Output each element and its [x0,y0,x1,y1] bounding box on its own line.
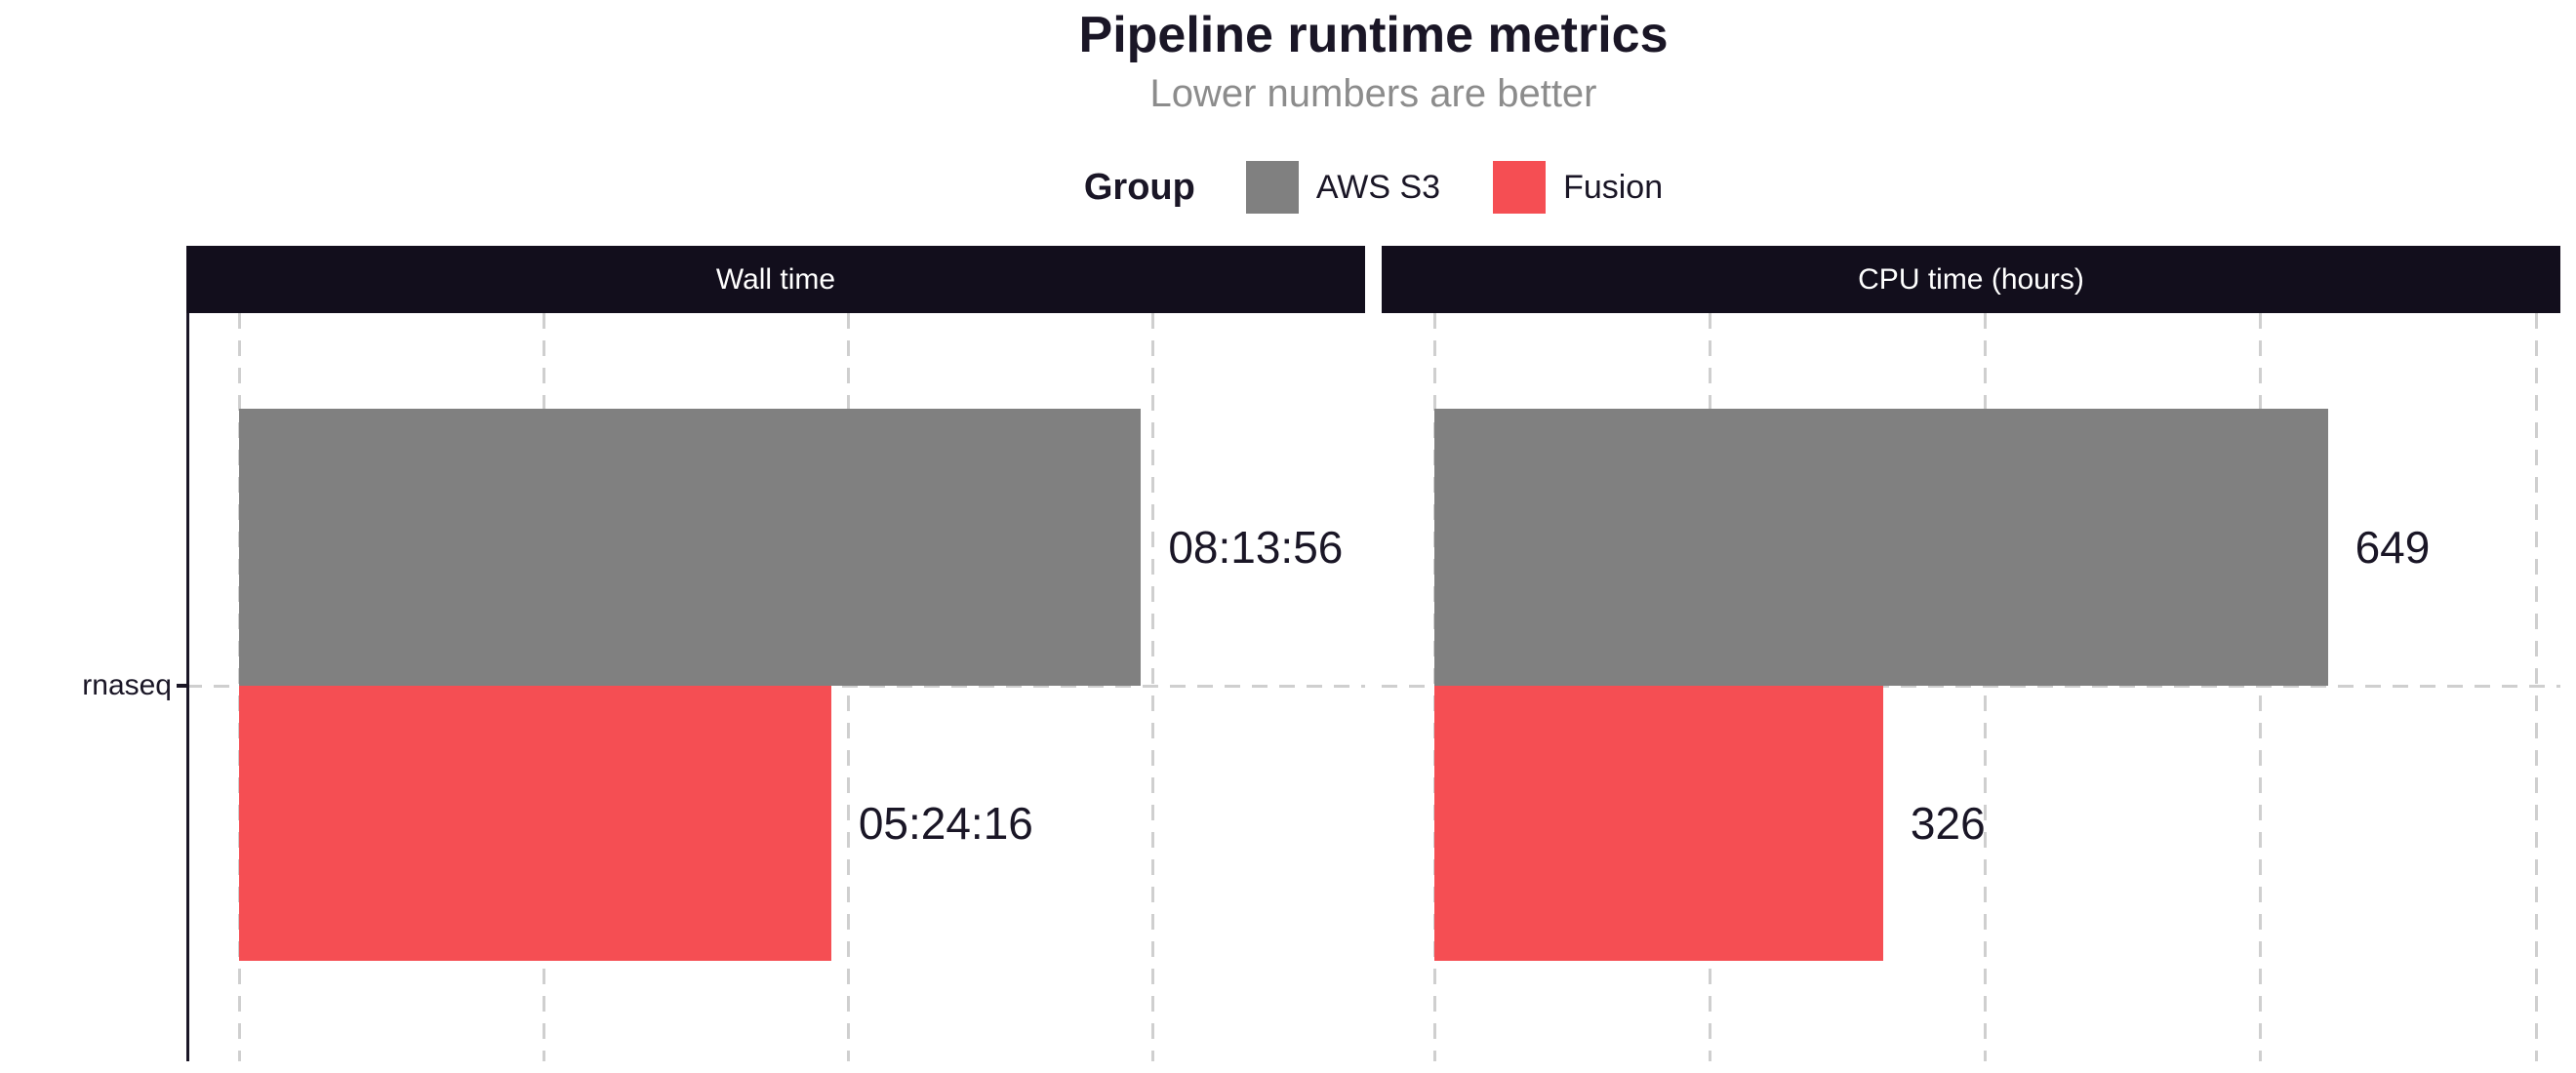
legend-item-aws-s3: AWS S3 [1245,161,1441,214]
y-axis-tick [177,684,186,688]
legend-swatch [1493,161,1547,214]
plot-area-wall-time: 08:13:56 05:24:16 [186,313,1365,1061]
legend-swatch [1245,161,1299,214]
bar-fusion [239,686,831,961]
panel-cpu-time: CPU time (hours) 649 326 [1382,246,2560,1061]
y-axis-line [186,313,189,1061]
legend-title: Group [1083,166,1195,208]
legend: Group AWS S3 Fusion [186,156,2560,219]
panel-header-cpu-time: CPU time (hours) [1382,246,2560,313]
chart-subtitle: Lower numbers are better [1149,72,1597,115]
legend-item-label: AWS S3 [1315,168,1441,206]
panel-header-label: Wall time [715,262,836,296]
panel-wall-time: Wall time 08:13:56 05:24:16 [186,246,1365,1061]
chart-title: Pipeline runtime metrics [1078,7,1669,63]
y-axis-category-label: rnaseq [82,669,172,701]
legend-item-fusion: Fusion [1493,161,1663,214]
bar-value-label: 649 [2355,522,2431,573]
panel-header-wall-time: Wall time [186,246,1365,313]
bar-value-label: 326 [1910,798,1986,849]
panel-header-label: CPU time (hours) [1858,262,2084,296]
plot-area-cpu-time: 649 326 [1382,313,2560,1061]
bar-aws-s3 [1434,409,2328,686]
bar-value-label: 08:13:56 [1168,522,1344,573]
bar-value-label: 05:24:16 [858,798,1033,849]
bar-fusion [1434,686,1883,961]
legend-item-label: Fusion [1563,168,1664,206]
gridline-horizontal [1382,685,2560,688]
bar-aws-s3 [239,409,1142,686]
